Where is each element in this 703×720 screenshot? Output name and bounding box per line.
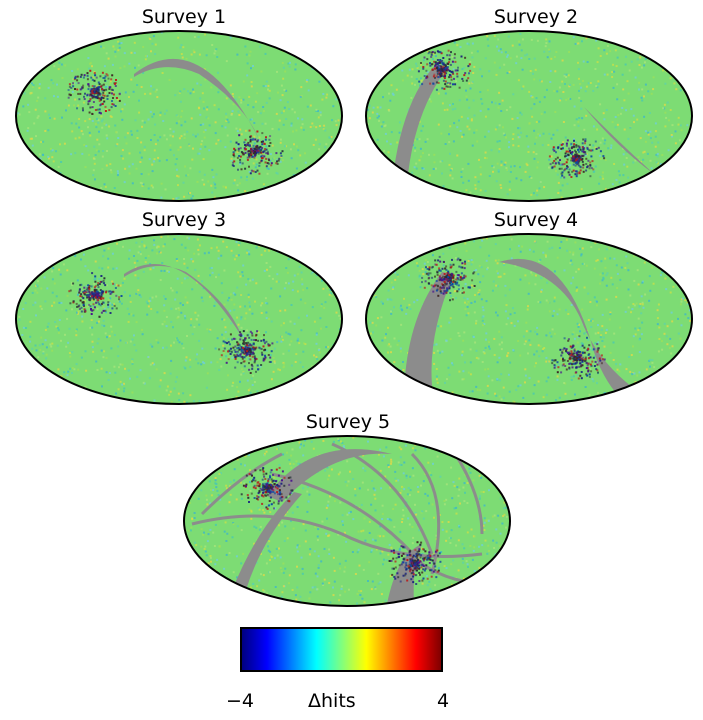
masked-arc [331,442,434,555]
masked-stripe [394,64,448,174]
masked-stripe [404,272,454,402]
map-outline [15,30,343,202]
sky-map-survey-3 [15,233,343,405]
colorbar-gradient [240,627,443,672]
colorbar-max-label: 4 [437,690,450,712]
masked-stripe [267,449,392,502]
colorbar-min-label: −4 [226,690,255,712]
masked-stripe [387,544,422,604]
sky-map-survey-5 [183,435,511,607]
sky-map-survey-4 [365,233,693,405]
masked-stripe [134,58,259,140]
masked-arc [200,452,283,516]
map-title-survey-2: Survey 2 [493,6,579,28]
masked-stripe [227,492,302,604]
map-title-survey-4: Survey 4 [493,209,579,231]
colorbar-title: Δhits [308,690,356,712]
sky-map-survey-2 [365,30,693,202]
map-title-survey-1: Survey 1 [141,6,227,28]
sky-map-survey-1 [15,30,343,202]
colorbar [240,627,443,672]
masked-arc [271,472,424,565]
map-title-survey-3: Survey 3 [141,209,227,231]
masked-arc [410,452,441,575]
map-title-survey-5: Survey 5 [305,411,391,433]
masked-stripe [124,264,242,337]
